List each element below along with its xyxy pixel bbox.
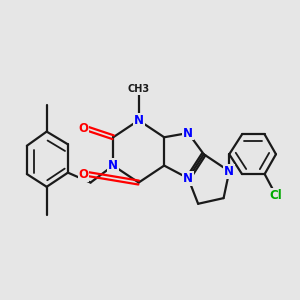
Text: Cl: Cl [270, 189, 282, 202]
Text: O: O [79, 122, 88, 135]
Text: N: N [108, 159, 118, 172]
Text: N: N [134, 114, 144, 127]
Text: CH3: CH3 [128, 84, 150, 94]
Text: N: N [183, 127, 193, 140]
Text: N: N [224, 165, 234, 178]
Text: N: N [183, 172, 193, 185]
Text: O: O [79, 168, 88, 181]
